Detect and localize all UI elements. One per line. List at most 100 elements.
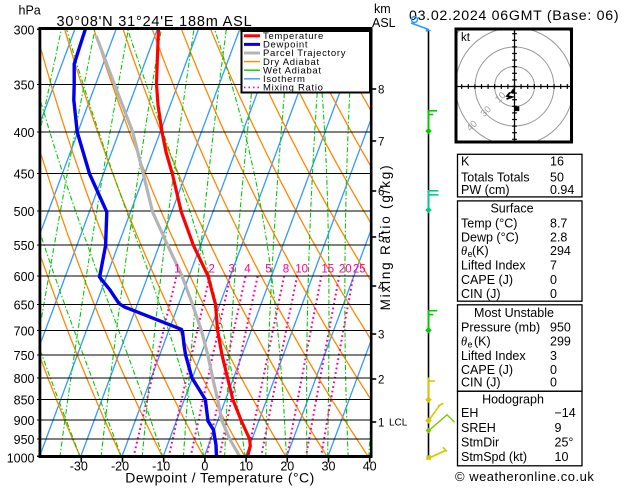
svg-text:Dry Adiabat: Dry Adiabat	[263, 57, 320, 68]
svg-text:hPa: hPa	[19, 3, 41, 17]
svg-text:0: 0	[201, 460, 208, 474]
svg-text:K: K	[461, 154, 470, 168]
svg-text:5: 5	[265, 264, 271, 276]
svg-text:1: 1	[378, 417, 384, 429]
svg-text:Lifted Index: Lifted Index	[461, 258, 526, 272]
svg-text:10: 10	[239, 460, 253, 474]
svg-text:950: 950	[550, 321, 571, 335]
svg-text:Hodograph: Hodograph	[482, 392, 544, 406]
svg-text:Dewpoint: Dewpoint	[263, 40, 308, 51]
svg-text:600: 600	[14, 270, 35, 284]
svg-text:850: 850	[14, 394, 35, 408]
svg-text:294: 294	[550, 244, 571, 258]
svg-text:8.7: 8.7	[550, 216, 567, 230]
svg-text:Temperature: Temperature	[263, 31, 324, 42]
svg-text:650: 650	[14, 298, 35, 312]
svg-text:800: 800	[14, 372, 35, 386]
svg-text:500: 500	[14, 205, 35, 219]
svg-text:299: 299	[550, 335, 571, 349]
svg-text:SREH: SREH	[461, 421, 496, 435]
svg-text:CIN (J): CIN (J)	[461, 376, 501, 390]
svg-text:9: 9	[555, 421, 562, 435]
svg-text:θ: θ	[461, 244, 467, 258]
svg-text:40: 40	[363, 460, 377, 474]
svg-text:Wet Adiabat: Wet Adiabat	[263, 65, 322, 76]
svg-text:StmSpd (kt): StmSpd (kt)	[461, 450, 527, 464]
svg-text:7: 7	[378, 136, 384, 148]
svg-text:StmDir: StmDir	[461, 436, 499, 450]
svg-text:0: 0	[550, 287, 557, 301]
svg-text:e: e	[468, 249, 473, 259]
svg-text:30°08'N 31°24'E 188m ASL: 30°08'N 31°24'E 188m ASL	[57, 14, 253, 30]
svg-text:Isotherm: Isotherm	[263, 74, 306, 85]
svg-text:300: 300	[14, 24, 35, 38]
svg-text:550: 550	[14, 239, 35, 253]
svg-text:© weatheronline.co.uk: © weatheronline.co.uk	[455, 469, 594, 484]
svg-text:15: 15	[321, 264, 334, 276]
svg-text:30: 30	[322, 460, 336, 474]
svg-text:4: 4	[244, 264, 251, 276]
svg-text:350: 350	[14, 78, 35, 92]
svg-text:50: 50	[550, 171, 564, 185]
svg-text:EH: EH	[461, 406, 478, 420]
svg-text:km: km	[374, 2, 391, 16]
svg-text:03.02.2024 06GMT (Base: 06): 03.02.2024 06GMT (Base: 06)	[409, 8, 619, 24]
svg-text:2: 2	[208, 264, 214, 276]
svg-text:1000: 1000	[7, 451, 35, 465]
svg-text:LCL: LCL	[389, 418, 408, 429]
svg-text:0: 0	[550, 363, 557, 377]
svg-text:7: 7	[550, 258, 557, 272]
svg-text:(K): (K)	[474, 335, 491, 349]
svg-text:Mixing Ratio (g/kg): Mixing Ratio (g/kg)	[378, 164, 393, 311]
svg-text:10: 10	[295, 264, 308, 276]
svg-text:-10: -10	[152, 460, 170, 474]
svg-text:4: 4	[378, 281, 385, 293]
svg-text:10: 10	[555, 450, 569, 464]
svg-text:450: 450	[14, 168, 35, 182]
svg-text:8: 8	[283, 264, 289, 276]
svg-text:ASL: ASL	[372, 16, 396, 30]
svg-text:CIN (J): CIN (J)	[461, 287, 501, 301]
svg-text:Dewp (°C): Dewp (°C)	[461, 230, 519, 244]
svg-text:6: 6	[378, 186, 384, 198]
svg-text:0: 0	[550, 376, 557, 390]
svg-text:-30: -30	[70, 460, 88, 474]
svg-text:(K): (K)	[472, 244, 489, 258]
svg-text:1: 1	[174, 264, 180, 276]
svg-text:950: 950	[14, 433, 35, 447]
svg-text:kt: kt	[461, 32, 471, 44]
svg-text:CAPE (J): CAPE (J)	[461, 273, 513, 287]
svg-text:−14: −14	[555, 406, 576, 420]
svg-text:700: 700	[14, 325, 35, 339]
svg-text:θ: θ	[461, 335, 467, 349]
svg-text:0.94: 0.94	[550, 183, 574, 197]
svg-text:2: 2	[378, 374, 384, 386]
svg-text:20: 20	[280, 460, 294, 474]
svg-text:8: 8	[378, 84, 384, 96]
svg-text:5: 5	[378, 232, 384, 244]
svg-text:25: 25	[353, 264, 366, 276]
svg-text:3: 3	[550, 349, 557, 363]
svg-text:Dewpoint / Temperature (°C): Dewpoint / Temperature (°C)	[125, 470, 314, 486]
svg-text:750: 750	[14, 349, 35, 363]
svg-text:-20: -20	[111, 460, 129, 474]
svg-text:e: e	[468, 340, 473, 350]
svg-text:Pressure (mb): Pressure (mb)	[461, 321, 540, 335]
svg-text:16: 16	[550, 154, 564, 168]
svg-text:2.8: 2.8	[550, 230, 567, 244]
svg-text:20: 20	[339, 264, 352, 276]
svg-text:900: 900	[14, 414, 35, 428]
svg-text:3: 3	[378, 329, 384, 341]
svg-text:0: 0	[550, 273, 557, 287]
svg-text:Mixing Ratio: Mixing Ratio	[263, 83, 324, 94]
svg-text:Most Unstable: Most Unstable	[474, 306, 554, 320]
svg-text:PW (cm): PW (cm)	[461, 183, 510, 197]
svg-text:Parcel Trajectory: Parcel Trajectory	[263, 48, 346, 59]
svg-text:Surface: Surface	[490, 201, 533, 215]
svg-text:Lifted Index: Lifted Index	[461, 349, 526, 363]
svg-text:Temp (°C): Temp (°C)	[461, 216, 517, 230]
svg-text:3: 3	[228, 264, 234, 276]
svg-text:400: 400	[14, 126, 35, 140]
svg-text:Totals Totals: Totals Totals	[461, 171, 530, 185]
svg-text:CAPE (J): CAPE (J)	[461, 363, 513, 377]
